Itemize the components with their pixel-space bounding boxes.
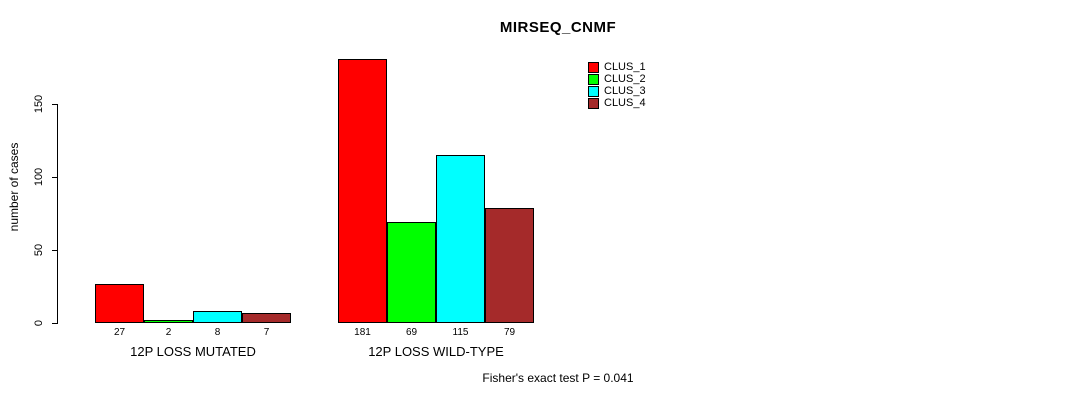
y-axis-tick [52, 177, 57, 178]
legend-label: CLUS_4 [604, 97, 646, 109]
bar-value-label: 2 [165, 327, 172, 338]
legend: CLUS_1 CLUS_2 CLUS_3 CLUS_4 [588, 62, 646, 109]
legend-swatch [588, 98, 599, 109]
legend-item: CLUS_4 [588, 98, 646, 109]
bar-value-label: 8 [214, 327, 221, 338]
category-label: 12P LOSS MUTATED [130, 344, 256, 359]
bar-value-label: 115 [452, 327, 469, 338]
annotation-text: Fisher's exact test P = 0.041 [482, 371, 634, 385]
legend-swatch [588, 62, 599, 73]
bar-clus_4-2 [485, 208, 534, 323]
bar-value-label: 27 [113, 327, 126, 338]
category-label: 12P LOSS WILD-TYPE [368, 344, 504, 359]
bar-clus_1-1 [95, 284, 144, 323]
legend-item: CLUS_3 [588, 86, 646, 97]
chart-title: MIRSEQ_CNMF [499, 19, 617, 36]
bar-value-label: 69 [405, 327, 418, 338]
bar-clus_2-1 [144, 320, 193, 323]
y-axis-tick-label: 0 [33, 319, 45, 327]
legend-swatch [588, 86, 599, 97]
bar-clus_1-2 [338, 59, 387, 323]
y-axis-tick-label: 50 [33, 243, 45, 257]
y-axis-tick-label: 150 [33, 94, 45, 114]
y-axis-tick [52, 250, 57, 251]
y-axis-line [57, 104, 58, 324]
bar-clus_4-1 [242, 313, 291, 323]
y-axis-tick [52, 323, 57, 324]
legend-label: CLUS_2 [604, 73, 646, 85]
legend-swatch [588, 74, 599, 85]
bar-value-label: 181 [354, 327, 371, 338]
legend-label: CLUS_1 [604, 61, 646, 73]
bar-clus_3-2 [436, 155, 485, 323]
legend-item: CLUS_2 [588, 74, 646, 85]
y-axis-tick-label: 100 [33, 167, 45, 187]
legend-label: CLUS_3 [604, 85, 646, 97]
bar-clus_3-1 [193, 311, 242, 323]
legend-item: CLUS_1 [588, 62, 646, 73]
y-axis-label: number of cases [7, 142, 21, 232]
bar-value-label: 7 [263, 327, 270, 338]
y-axis-tick [52, 104, 57, 105]
bar-clus_2-2 [387, 222, 436, 323]
bar-value-label: 79 [503, 327, 516, 338]
